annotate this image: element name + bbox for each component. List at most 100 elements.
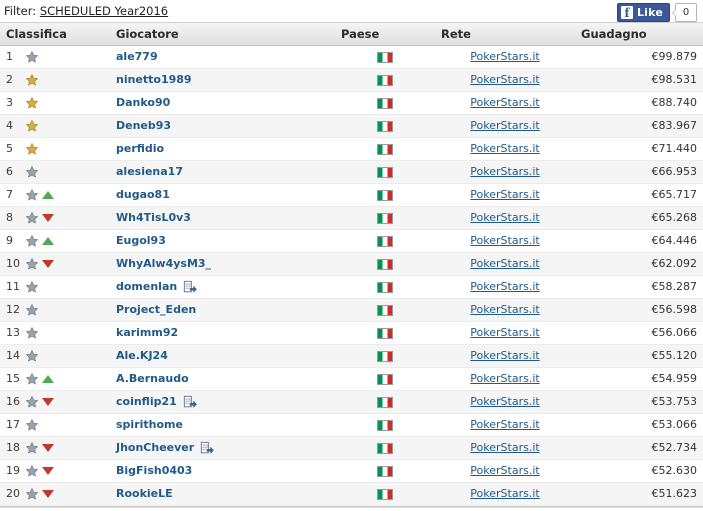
cell-player: Deneb93 <box>110 114 335 138</box>
player-name-link[interactable]: ale779 <box>116 50 158 63</box>
network-link[interactable]: PokerStars.it <box>470 303 540 316</box>
table-row[interactable]: 16 coinflip21 PokerStars.it €53.753 <box>0 390 703 414</box>
table-row[interactable]: 12 Project_Eden PokerStars.it €56.598 <box>0 298 703 322</box>
table-row[interactable]: 13 karimm92 PokerStars.it €56.066 <box>0 321 703 345</box>
player-name-link[interactable]: Project_Eden <box>116 303 197 316</box>
player-name-link[interactable]: domenlan <box>116 280 178 293</box>
network-link[interactable]: PokerStars.it <box>470 487 540 500</box>
network-link[interactable]: PokerStars.it <box>470 372 540 385</box>
silver-star-icon <box>25 234 39 248</box>
player-name-link[interactable]: RookieLE <box>116 487 173 500</box>
player-name-link[interactable]: BigFish0403 <box>116 464 193 477</box>
filter-value-link[interactable]: SCHEDULED Year2016 <box>39 4 169 18</box>
table-row[interactable]: 15 A.Bernaudo PokerStars.it €54.959 <box>0 367 703 391</box>
network-link[interactable]: PokerStars.it <box>470 50 540 63</box>
facebook-like-widget[interactable]: f Like 0 <box>616 3 697 22</box>
player-name-link[interactable]: coinflip21 <box>116 395 177 408</box>
table-row[interactable]: 7 dugao81 PokerStars.it €65.717 <box>0 183 703 207</box>
network-link[interactable]: PokerStars.it <box>470 73 540 86</box>
cell-player: karimm92 <box>110 321 335 345</box>
column-header-network[interactable]: Rete <box>435 23 575 46</box>
table-row[interactable]: 20 RookieLE PokerStars.it €51.623 <box>0 482 703 506</box>
table-row[interactable]: 11 domenlan PokerStars.it €58.287 <box>0 275 703 299</box>
silver-star-icon <box>25 50 39 64</box>
cell-gain: €71.440 <box>575 137 703 161</box>
player-name-link[interactable]: JhonCheever <box>116 441 195 454</box>
network-link[interactable]: PokerStars.it <box>470 349 540 362</box>
column-header-country[interactable]: Paese <box>335 23 435 46</box>
player-name-link[interactable]: ninetto1989 <box>116 73 192 86</box>
table-row[interactable]: 5 perfidio PokerStars.it €71.440 <box>0 137 703 161</box>
player-name-link[interactable]: Wh4TisL0v3 <box>116 211 191 224</box>
table-row[interactable]: 14 Ale.KJ24 PokerStars.it €55.120 <box>0 344 703 368</box>
player-name-link[interactable]: Eugol93 <box>116 234 166 247</box>
facebook-like-button[interactable]: f Like <box>616 3 670 22</box>
cell-network: PokerStars.it <box>435 275 575 299</box>
table-row[interactable]: 19 BigFish0403 PokerStars.it €52.630 <box>0 459 703 483</box>
table-row[interactable]: 1 ale779 PokerStars.it €99.879 <box>0 45 703 69</box>
italy-flag-icon <box>377 465 393 477</box>
player-name-link[interactable]: Danko90 <box>116 96 171 109</box>
rank-down-icon <box>42 211 55 224</box>
cell-rank: 7 <box>0 183 110 207</box>
column-header-player[interactable]: Giocatore <box>110 23 335 46</box>
table-row[interactable]: 9 Eugol93 PokerStars.it €64.446 <box>0 229 703 253</box>
cell-player: coinflip21 <box>110 390 335 414</box>
table-header: Classifica Giocatore Paese Rete Guadagno <box>0 23 703 46</box>
column-header-rank[interactable]: Classifica <box>0 23 110 46</box>
cell-rank: 5 <box>0 137 110 161</box>
table-row[interactable]: 3 Danko90 PokerStars.it €88.740 <box>0 91 703 115</box>
cell-country <box>335 137 435 161</box>
cell-player: dugao81 <box>110 183 335 207</box>
network-link[interactable]: PokerStars.it <box>470 119 540 132</box>
silver-star-icon <box>25 395 39 409</box>
network-link[interactable]: PokerStars.it <box>470 188 540 201</box>
player-name-link[interactable]: WhyAlw4ysM3_ <box>116 257 212 270</box>
player-name-link[interactable]: perfidio <box>116 142 165 155</box>
player-notes-icon[interactable] <box>183 280 198 294</box>
network-link[interactable]: PokerStars.it <box>470 395 540 408</box>
network-link[interactable]: PokerStars.it <box>470 96 540 109</box>
network-link[interactable]: PokerStars.it <box>470 211 540 224</box>
network-link[interactable]: PokerStars.it <box>470 441 540 454</box>
rank-number: 4 <box>6 119 13 132</box>
player-name-link[interactable]: Ale.KJ24 <box>116 349 168 362</box>
silver-star-icon <box>25 441 39 455</box>
cell-network: PokerStars.it <box>435 252 575 276</box>
table-row[interactable]: 2 ninetto1989 PokerStars.it €98.531 <box>0 68 703 92</box>
table-row[interactable]: 17 spirithome PokerStars.it €53.066 <box>0 413 703 437</box>
cell-rank: 18 <box>0 436 110 460</box>
table-row[interactable]: 10 WhyAlw4ysM3_ PokerStars.it €62.092 <box>0 252 703 276</box>
cell-player: JhonCheever <box>110 436 335 460</box>
player-name-link[interactable]: spirithome <box>116 418 183 431</box>
player-name-link[interactable]: karimm92 <box>116 326 179 339</box>
rank-up-icon <box>42 188 55 201</box>
network-link[interactable]: PokerStars.it <box>470 280 540 293</box>
player-name-link[interactable]: Deneb93 <box>116 119 172 132</box>
network-link[interactable]: PokerStars.it <box>470 257 540 270</box>
cell-gain: €53.066 <box>575 413 703 437</box>
network-link[interactable]: PokerStars.it <box>470 234 540 247</box>
italy-flag-icon <box>377 258 393 270</box>
facebook-f-icon: f <box>620 6 633 19</box>
table-row[interactable]: 18 JhonCheever PokerStars.it €52.734 <box>0 436 703 460</box>
table-row[interactable]: 4 Deneb93 PokerStars.it €83.967 <box>0 114 703 138</box>
column-header-gain[interactable]: Guadagno <box>575 23 703 46</box>
silver-star-icon <box>25 165 39 179</box>
network-link[interactable]: PokerStars.it <box>470 142 540 155</box>
player-notes-icon[interactable] <box>200 441 215 455</box>
network-link[interactable]: PokerStars.it <box>470 165 540 178</box>
player-notes-icon[interactable] <box>183 395 197 409</box>
network-link[interactable]: PokerStars.it <box>470 326 540 339</box>
cell-network: PokerStars.it <box>435 459 575 483</box>
player-name-link[interactable]: alesiena17 <box>116 165 183 178</box>
player-name-link[interactable]: A.Bernaudo <box>116 372 189 385</box>
table-row[interactable]: 6 alesiena17 PokerStars.it €66.953 <box>0 160 703 184</box>
table-row[interactable]: 8 Wh4TisL0v3 PokerStars.it €65.268 <box>0 206 703 230</box>
table-bottom-rule <box>0 506 703 511</box>
italy-flag-icon <box>377 442 393 454</box>
network-link[interactable]: PokerStars.it <box>470 418 540 431</box>
player-name-link[interactable]: dugao81 <box>116 188 170 201</box>
network-link[interactable]: PokerStars.it <box>470 464 540 477</box>
